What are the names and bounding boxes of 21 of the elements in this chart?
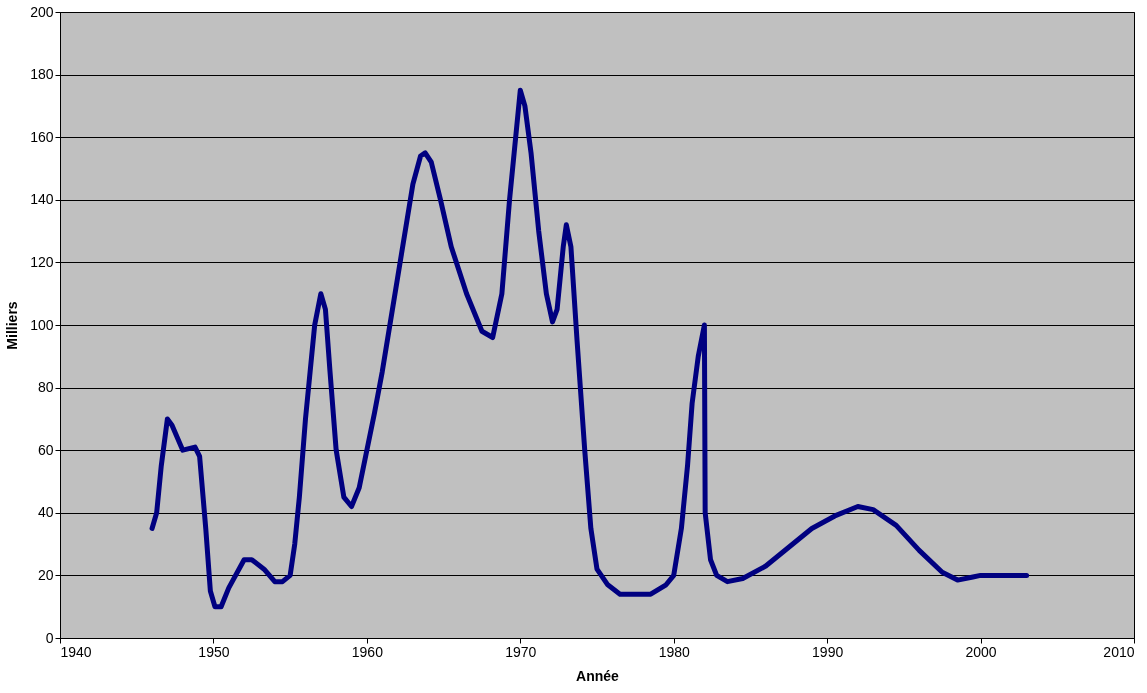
x-tick-label: 2010 <box>1103 643 1135 660</box>
y-axis-title: Milliers <box>4 301 21 350</box>
y-tick-label: 200 <box>30 3 54 20</box>
x-tick-label: 1950 <box>198 643 230 660</box>
y-tick-label: 80 <box>37 379 54 396</box>
x-tick-label: 1980 <box>658 643 690 660</box>
y-tick-label: 0 <box>45 629 54 646</box>
y-tick-label: 100 <box>30 316 54 333</box>
x-axis-title: Année <box>576 667 620 684</box>
x-tick-label: 1990 <box>812 643 844 660</box>
y-tick-label: 60 <box>37 441 54 458</box>
x-tick-label: 1970 <box>505 643 537 660</box>
x-tick-label: 1960 <box>351 643 384 660</box>
x-tick-label: 2000 <box>965 643 997 660</box>
y-tick-label: 160 <box>30 128 54 145</box>
y-tick-label: 180 <box>30 66 54 83</box>
y-tick-label: 140 <box>30 191 54 208</box>
y-tick-label: 20 <box>37 566 54 583</box>
y-tick-label: 120 <box>30 253 54 270</box>
y-tick-label: 40 <box>37 504 54 521</box>
x-tick-label: 1940 <box>60 643 92 660</box>
